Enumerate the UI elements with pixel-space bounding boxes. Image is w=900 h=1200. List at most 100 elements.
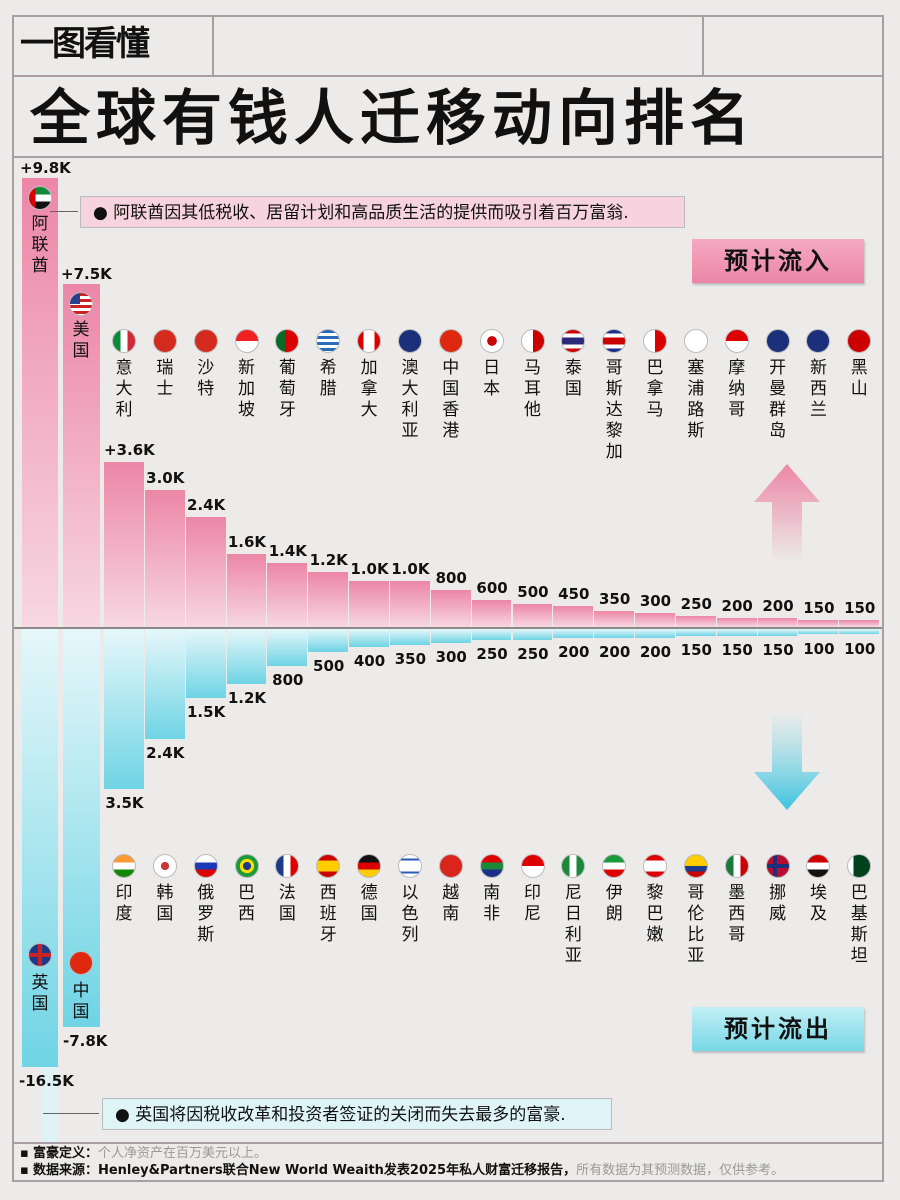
- country-label: 意大利: [115, 358, 133, 420]
- value-label: 350: [598, 589, 631, 608]
- value-label: 3.0K: [146, 468, 185, 487]
- divider: [12, 156, 884, 158]
- country-label: 澳大利亚: [401, 358, 419, 441]
- country-label: 德国: [360, 883, 378, 924]
- bar-inflow: [267, 562, 308, 627]
- country-label: 墨西哥: [728, 883, 746, 945]
- country-label: 新加坡: [238, 358, 256, 420]
- country-label: 中国: [72, 981, 90, 1022]
- country-label: 开曼群岛: [769, 358, 787, 441]
- country-flag-icon: [520, 329, 545, 353]
- value-label: 250: [476, 645, 508, 664]
- country-label: 挪威: [769, 883, 787, 924]
- bar-outflow: [553, 629, 594, 639]
- value-label: 600: [476, 578, 508, 597]
- country-label: 新西兰: [809, 358, 827, 420]
- country-flag-icon: [602, 854, 627, 878]
- country-label: 哥斯达黎加: [605, 358, 623, 462]
- country-flag-icon: [357, 854, 382, 878]
- bar-inflow: [430, 590, 471, 627]
- inflow-note-arrow: [50, 211, 78, 212]
- country-flag-icon: [847, 854, 872, 878]
- outflow-note-arrow: [43, 1113, 99, 1114]
- country-flag-icon: [479, 329, 504, 353]
- bar-inflow: [144, 489, 185, 627]
- value-label: 250: [680, 594, 712, 613]
- frame: [12, 15, 884, 1182]
- country-flag-icon: [561, 329, 586, 353]
- country-label: 黑山: [850, 358, 868, 399]
- country-label: 哥伦比亚: [687, 883, 705, 966]
- value-label: -16.5K: [19, 1072, 74, 1090]
- country-flag-icon: [152, 854, 177, 878]
- bar-inflow: [471, 599, 512, 627]
- value-label: +3.6K: [104, 441, 155, 460]
- value-label: 200: [762, 596, 794, 615]
- country-flag-icon: [397, 329, 422, 353]
- country-flag-icon: [683, 854, 708, 878]
- country-flag-icon: [69, 951, 93, 975]
- country-label: 越南: [442, 883, 460, 924]
- bar-inflow: [553, 606, 594, 627]
- value-label: 200: [558, 643, 590, 662]
- value-label: 200: [598, 643, 631, 662]
- country-label: 韩国: [156, 883, 174, 924]
- country-label: 加拿大: [360, 358, 378, 420]
- bar-outflow: [716, 629, 757, 636]
- value-label: 1.0K: [350, 560, 389, 579]
- bar-inflow: [349, 581, 389, 627]
- value-label: 800: [272, 670, 304, 689]
- baseline: [14, 627, 882, 629]
- value-label: 100: [844, 640, 876, 658]
- bar-outflow: [635, 629, 675, 639]
- footer-source: ▪ 数据来源：Henley&Partners联合New World Weaith…: [20, 1163, 785, 1178]
- country-flag-icon: [28, 943, 52, 967]
- country-flag-icon: [28, 186, 52, 211]
- inflow-note-text: 阿联酋因其低税收、居留计划和高品质生活的提供而吸引着百万富翁.: [113, 203, 629, 223]
- country-flag-icon: [112, 854, 136, 878]
- source-label: 数据来源：Henley&Partners联合New World Weaith发表…: [32, 1163, 577, 1178]
- country-label: 埃及: [809, 883, 827, 924]
- country-flag-icon: [724, 854, 749, 878]
- country-flag-icon: [438, 329, 463, 353]
- country-flag-icon: [316, 329, 341, 353]
- country-flag-icon: [561, 854, 586, 878]
- country-label: 巴基斯坦: [850, 883, 868, 966]
- country-label: 印度: [115, 883, 133, 924]
- subtitle-cell: [12, 15, 214, 75]
- country-flag-icon: [643, 329, 668, 353]
- value-label: 200: [639, 643, 672, 662]
- bar-outflow: [226, 629, 267, 684]
- country-flag-icon: [847, 329, 872, 353]
- bar-outflow: [471, 629, 512, 641]
- footer-definition: ▪ 富豪定义：个人净资产在百万美元以上。: [20, 1146, 267, 1161]
- country-label: 希腊: [319, 358, 337, 399]
- value-label: +7.5K: [61, 264, 112, 283]
- bar-outflow: [104, 629, 144, 790]
- inflow-note: ● 阿联酋因其低税收、居留计划和高品质生活的提供而吸引着百万富翁.: [80, 196, 685, 228]
- country-flag-icon: [316, 854, 341, 878]
- value-label: 800: [435, 569, 467, 588]
- country-label: 马耳他: [524, 358, 541, 420]
- bar-inflow: [63, 283, 100, 627]
- value-label: 150: [844, 599, 876, 618]
- down-arrow-icon: [754, 712, 820, 810]
- bar-outflow: [185, 629, 226, 698]
- value-label: 1.2K: [309, 551, 348, 570]
- country-label: 南非: [483, 883, 501, 924]
- value-label: 500: [517, 583, 549, 602]
- country-flag-icon: [193, 329, 218, 353]
- country-label: 伊朗: [605, 883, 623, 924]
- bar-outflow: [839, 629, 880, 634]
- value-label: +9.8K: [20, 159, 71, 178]
- country-flag-icon: [234, 854, 259, 878]
- country-label: 印尼: [524, 883, 541, 924]
- bar-inflow: [675, 615, 716, 627]
- country-flag-icon: [234, 329, 259, 353]
- page-title: 全球有钱人迁移动向排名: [30, 84, 756, 154]
- country-flag-icon: [806, 854, 831, 878]
- value-label: 1.6K: [227, 532, 267, 551]
- footer-divider: [12, 1142, 884, 1144]
- country-label: 美国: [72, 319, 90, 361]
- value-label: 100: [803, 640, 835, 658]
